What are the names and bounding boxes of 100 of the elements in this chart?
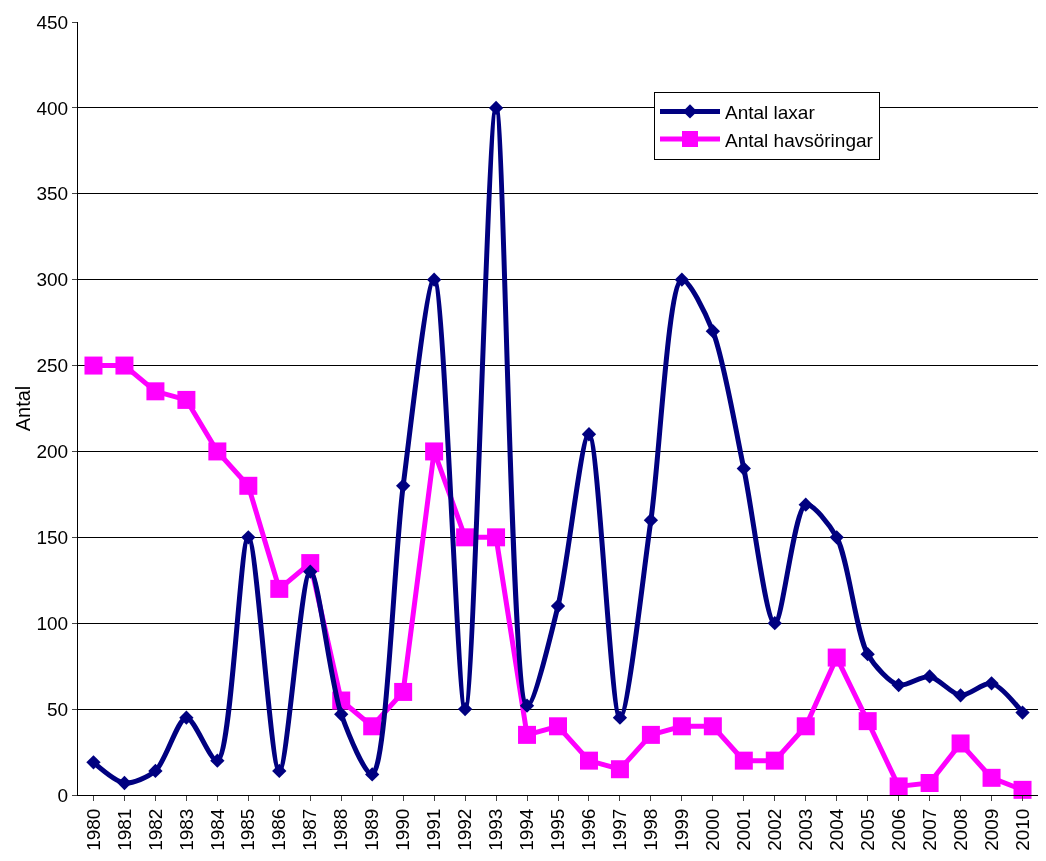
point [365, 767, 380, 782]
point [117, 775, 132, 791]
point [177, 390, 196, 409]
point [363, 717, 382, 736]
point [86, 755, 101, 770]
point [858, 712, 877, 731]
x-tick-label: 1999 [671, 808, 693, 851]
point [272, 763, 287, 779]
point [705, 324, 720, 339]
x-tick-label: 2008 [949, 808, 971, 851]
point [672, 717, 691, 736]
x-tick-label: 1992 [454, 808, 476, 851]
legend-label: Antal laxar [725, 101, 816, 123]
x-tick-label: 1985 [237, 808, 259, 851]
point [829, 530, 844, 545]
point [610, 760, 629, 779]
point [641, 725, 660, 744]
y-tick-label: 350 [36, 183, 69, 205]
point [519, 698, 535, 713]
x-tick-label: 1983 [175, 808, 197, 851]
point [643, 513, 659, 528]
y-tick-label: 400 [36, 97, 69, 119]
x-tick-label: 1982 [144, 808, 166, 851]
point [922, 669, 937, 684]
legend-label: Antal havsöringar [725, 129, 874, 151]
point [796, 717, 815, 736]
point [798, 497, 813, 512]
x-tick-label: 1998 [640, 808, 662, 851]
point [674, 272, 690, 287]
point [951, 734, 970, 753]
x-tick-label: 1989 [361, 808, 383, 851]
point [394, 682, 413, 701]
point [426, 272, 442, 287]
point [550, 598, 566, 614]
point [1015, 705, 1030, 720]
x-tick-label: 1995 [547, 808, 569, 851]
x-tick-label: 1996 [578, 808, 600, 851]
point [703, 717, 722, 736]
point [456, 528, 475, 547]
point [210, 753, 225, 768]
point [579, 751, 598, 770]
point [270, 579, 289, 598]
point [612, 710, 628, 725]
point [303, 564, 318, 579]
x-tick-label: 1991 [423, 808, 445, 851]
x-tick-label: 2006 [887, 808, 909, 851]
point [549, 717, 567, 736]
point [84, 356, 103, 375]
x-tick-label: 1981 [113, 808, 135, 851]
y-tick-label: 150 [36, 526, 69, 548]
x-tick-label: 2001 [732, 808, 754, 851]
x-tick-label: 1994 [516, 808, 538, 851]
x-tick-label: 1987 [299, 808, 321, 851]
x-tick-label: 2004 [825, 808, 847, 851]
point [860, 646, 875, 662]
y-tick-label: 200 [36, 441, 69, 463]
x-tick-label: 1980 [82, 808, 104, 851]
x-tick-label: 1997 [609, 808, 631, 851]
x-tick-label: 1984 [206, 808, 228, 851]
y-axis-title: Antal [12, 385, 34, 432]
y-tick-label: 100 [36, 612, 69, 634]
y-tick-label: 300 [36, 269, 69, 291]
point [827, 648, 846, 667]
point [488, 100, 504, 116]
point [920, 773, 939, 792]
point [239, 476, 258, 495]
point [115, 356, 134, 375]
point [953, 688, 968, 703]
point [146, 382, 165, 401]
point [457, 701, 473, 717]
point [179, 710, 194, 725]
x-tick-label: 1986 [268, 808, 290, 851]
x-tick-label: 2005 [856, 808, 878, 851]
point [1013, 780, 1032, 799]
x-tick-label: 1988 [330, 808, 352, 851]
point [487, 528, 506, 547]
x-tick-label: 2000 [702, 808, 724, 851]
x-tick-label: 2002 [763, 808, 785, 851]
y-tick-label: 250 [36, 355, 69, 377]
point [734, 751, 753, 770]
point [518, 725, 537, 744]
point [982, 768, 1001, 787]
point [889, 777, 908, 796]
y-tick-label: 0 [57, 784, 69, 806]
point [241, 530, 256, 545]
point [396, 478, 411, 493]
x-tick-label: 2010 [1011, 808, 1033, 851]
y-tick-label: 50 [47, 698, 69, 720]
point [736, 461, 751, 476]
x-tick-label: 1993 [485, 808, 507, 851]
y-tick-label: 450 [36, 11, 69, 33]
x-tick-label: 1990 [392, 808, 414, 851]
point [148, 763, 163, 779]
point [984, 676, 999, 691]
point [767, 616, 782, 631]
point [334, 707, 349, 722]
point [425, 442, 444, 461]
point [581, 427, 597, 442]
x-tick-label: 2009 [980, 808, 1002, 851]
x-tick-label: 2003 [794, 808, 816, 851]
